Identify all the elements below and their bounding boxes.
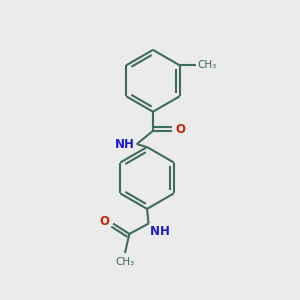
Text: O: O bbox=[100, 215, 110, 228]
Text: H: H bbox=[160, 225, 170, 238]
Text: NH: NH bbox=[115, 138, 134, 151]
Text: CH₃: CH₃ bbox=[115, 256, 135, 267]
Text: N: N bbox=[150, 225, 160, 238]
Text: CH₃: CH₃ bbox=[197, 60, 217, 70]
Text: O: O bbox=[175, 123, 185, 136]
